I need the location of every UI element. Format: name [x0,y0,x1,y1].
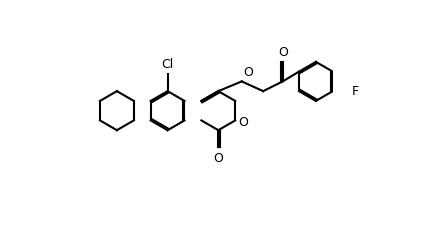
Text: Cl: Cl [161,58,174,71]
Text: O: O [278,46,288,59]
Text: O: O [213,152,223,165]
Text: F: F [352,85,360,98]
Text: O: O [243,66,253,79]
Text: O: O [238,116,248,129]
